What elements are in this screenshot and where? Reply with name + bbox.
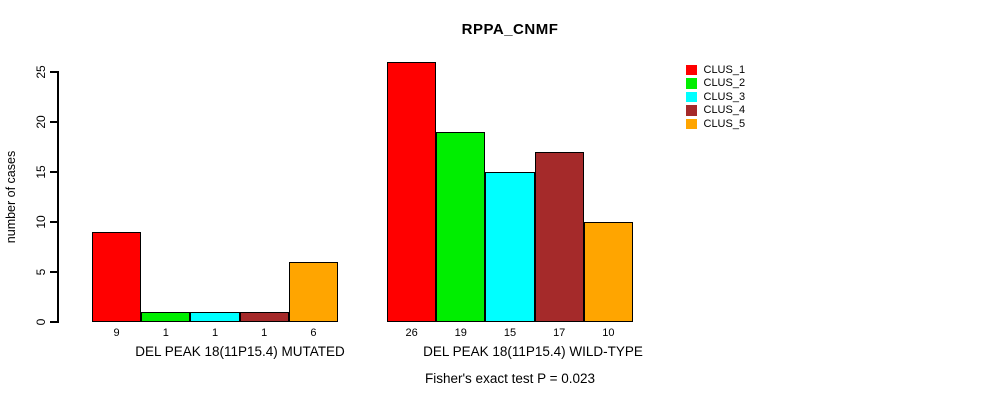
footer-annotation: Fisher's exact test P = 0.023	[424, 371, 596, 386]
y-axis-line	[57, 71, 59, 323]
legend-label: CLUS_4	[703, 104, 746, 117]
y-axis-tick-label: 5	[34, 268, 48, 276]
group-label-wildtype: DEL PEAK 18(11P15.4) WILD-TYPE	[423, 344, 643, 359]
y-axis-tick	[50, 71, 57, 73]
legend-swatch-clus-1	[686, 64, 697, 75]
y-axis-tick-label: 0	[34, 318, 48, 326]
legend-item: CLUS_1	[686, 63, 745, 77]
legend-swatch-clus-5	[686, 118, 697, 129]
y-axis-tick	[50, 221, 57, 223]
legend-label: CLUS_3	[703, 90, 746, 103]
bar	[583, 222, 633, 322]
y-axis-tick-label: 15	[34, 165, 48, 179]
legend-item: CLUS_5	[686, 117, 745, 131]
group-label-mutated: DEL PEAK 18(11P15.4) MUTATED	[135, 344, 345, 359]
y-axis-tick-label: 25	[34, 65, 48, 79]
bar-value-label: 17	[553, 327, 566, 339]
bar	[288, 262, 338, 322]
legend-label: CLUS_2	[703, 77, 746, 90]
legend-label: CLUS_1	[703, 63, 746, 76]
chart-title: RPPA_CNMF	[461, 21, 559, 38]
y-axis-tick-label: 10	[34, 215, 48, 229]
y-axis-tick	[50, 271, 57, 273]
legend-label: CLUS_5	[703, 117, 746, 130]
bar-value-label: 1	[162, 327, 169, 339]
bar-value-label: 26	[405, 327, 418, 339]
legend-swatch-clus-4	[686, 105, 697, 116]
bar	[92, 232, 142, 322]
bar	[387, 62, 437, 322]
bar	[239, 312, 289, 322]
legend: CLUS_1 CLUS_2 CLUS_3 CLUS_4 CLUS_5	[686, 63, 745, 131]
bar-value-label: 6	[310, 327, 317, 339]
bar	[534, 152, 584, 322]
bar	[141, 312, 191, 322]
bar-value-label: 1	[261, 327, 268, 339]
legend-item: CLUS_3	[686, 90, 745, 104]
y-axis-tick	[50, 171, 57, 173]
bar	[436, 132, 486, 322]
bar-value-label: 9	[113, 327, 120, 339]
y-axis-tick	[50, 121, 57, 123]
bar-value-label: 15	[503, 327, 517, 339]
bar-value-label: 19	[454, 327, 467, 339]
legend-item: CLUS_4	[686, 104, 745, 118]
y-axis-title: number of cases	[4, 150, 18, 244]
y-axis-tick	[50, 321, 57, 323]
legend-item: CLUS_2	[686, 77, 745, 91]
legend-swatch-clus-2	[686, 78, 697, 89]
bar	[485, 172, 535, 322]
y-axis-tick-label: 20	[34, 115, 48, 129]
bar	[190, 312, 240, 322]
legend-swatch-clus-3	[686, 91, 697, 102]
bar-value-label: 1	[211, 327, 219, 339]
bar-value-label: 10	[602, 327, 615, 339]
